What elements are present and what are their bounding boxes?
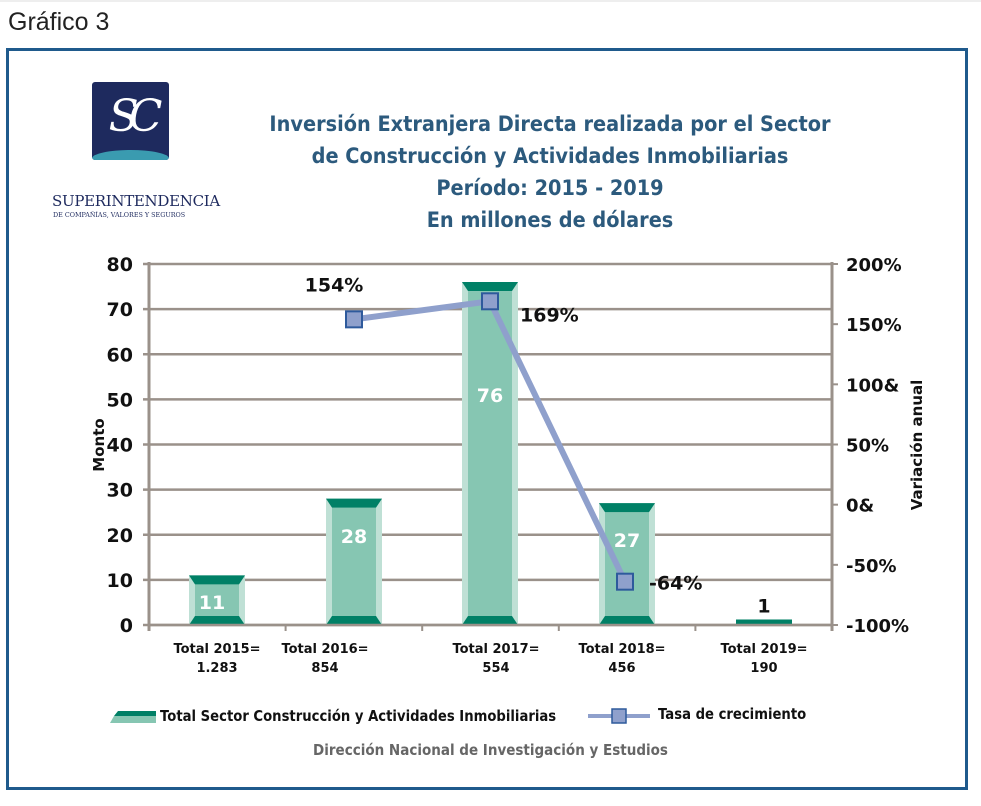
y-tick-label: 20 bbox=[107, 525, 133, 547]
legend-bar-label: Total Sector Construcción y Actividades … bbox=[160, 707, 557, 725]
legend-line-label: Tasa de crecimiento bbox=[658, 705, 807, 723]
y2-tick-label: -100% bbox=[846, 616, 909, 637]
bar-body bbox=[332, 507, 376, 616]
bar-bottom-cap bbox=[326, 616, 382, 625]
bar-bottom-cap bbox=[462, 616, 518, 625]
y-tick-label: 70 bbox=[107, 299, 133, 321]
chart-title-line: Período: 2015 - 2019 bbox=[436, 176, 664, 200]
x-category-label: Total 2017= bbox=[452, 642, 539, 657]
y2-tick-label: 50% bbox=[846, 436, 889, 457]
logo-letters: SC bbox=[108, 91, 163, 142]
footer-source: Dirección Nacional de Investigación y Es… bbox=[313, 741, 668, 759]
y-tick-label: 50 bbox=[107, 389, 133, 411]
y-axis-title: Monto bbox=[90, 418, 108, 471]
figure-heading: Gráfico 3 bbox=[8, 8, 110, 36]
org-name: Superintendencia bbox=[52, 192, 220, 210]
org-subtitle: DE COMPAÑÍAS, VALORES Y SEGUROS bbox=[53, 211, 186, 219]
bar-top-cap bbox=[189, 575, 245, 585]
y-tick-label: 60 bbox=[107, 344, 133, 366]
x-category-label: Total 2016= bbox=[281, 642, 368, 657]
bar-value-label: 1 bbox=[757, 595, 770, 617]
y-tick-label: 0 bbox=[120, 615, 133, 637]
bar-bottom-cap bbox=[599, 616, 655, 625]
x-category-value: 854 bbox=[311, 661, 338, 676]
y2-tick-label: 100& bbox=[846, 375, 899, 396]
bar-body bbox=[195, 584, 239, 616]
chart-title: Inversión Extranjera Directa realizada p… bbox=[265, 108, 835, 236]
top-divider bbox=[0, 0, 981, 2]
bar-value-label: 11 bbox=[199, 592, 225, 614]
y-tick-label: 30 bbox=[107, 480, 133, 502]
bar-value-label: 28 bbox=[341, 526, 367, 548]
bar-top-cap bbox=[326, 498, 382, 508]
y2-tick-label: 150% bbox=[846, 315, 902, 336]
y2-axis-title: Variación anual bbox=[908, 380, 926, 511]
chart-title-line: Inversión Extranjera Directa realizada p… bbox=[269, 112, 831, 136]
bar bbox=[599, 503, 655, 625]
x-category-label: Total 2018= bbox=[578, 642, 665, 657]
bar bbox=[736, 619, 792, 624]
y-tick-label: 10 bbox=[107, 570, 133, 592]
chart-frame bbox=[6, 48, 968, 790]
chart-title-line: de Construcción y Actividades Inmobiliar… bbox=[311, 144, 789, 168]
y-tick-label: 80 bbox=[107, 254, 133, 276]
bar-top-cap bbox=[599, 503, 655, 513]
logo-wave-icon bbox=[92, 150, 169, 160]
x-category-label: Total 2015= bbox=[173, 642, 260, 657]
growth-rate-label: 169% bbox=[520, 304, 579, 326]
growth-rate-label: -64% bbox=[649, 573, 702, 595]
bar-value-label: 27 bbox=[614, 530, 640, 552]
bar-body bbox=[736, 619, 792, 624]
x-category-value: 1.283 bbox=[196, 661, 237, 676]
bar bbox=[189, 575, 245, 625]
bar-top-cap bbox=[462, 282, 518, 292]
growth-rate-marker bbox=[345, 310, 363, 329]
superintendencia-logo: SC bbox=[92, 82, 169, 160]
growth-rate-label: 154% bbox=[305, 274, 364, 296]
bar-body bbox=[468, 291, 512, 616]
y2-tick-label: -50% bbox=[846, 556, 897, 577]
bar bbox=[326, 498, 382, 625]
x-category-label: Total 2019= bbox=[720, 642, 807, 657]
x-category-value: 456 bbox=[608, 661, 635, 676]
bar bbox=[462, 282, 518, 625]
chart-title-line: En millones de dólares bbox=[426, 208, 674, 232]
bar-bottom-cap bbox=[189, 616, 245, 625]
growth-rate-marker bbox=[616, 572, 634, 591]
bar-body bbox=[605, 512, 649, 616]
y-tick-label: 40 bbox=[107, 435, 133, 457]
legend-line-swatch-icon bbox=[588, 708, 650, 724]
growth-rate-marker bbox=[481, 292, 499, 311]
x-category-value: 554 bbox=[482, 661, 509, 676]
y2-tick-label: 0& bbox=[846, 496, 874, 517]
y2-tick-label: 200% bbox=[846, 255, 902, 276]
legend-bar-swatch-icon bbox=[110, 711, 156, 723]
bar-value-label: 76 bbox=[477, 385, 503, 407]
x-category-value: 190 bbox=[750, 661, 777, 676]
